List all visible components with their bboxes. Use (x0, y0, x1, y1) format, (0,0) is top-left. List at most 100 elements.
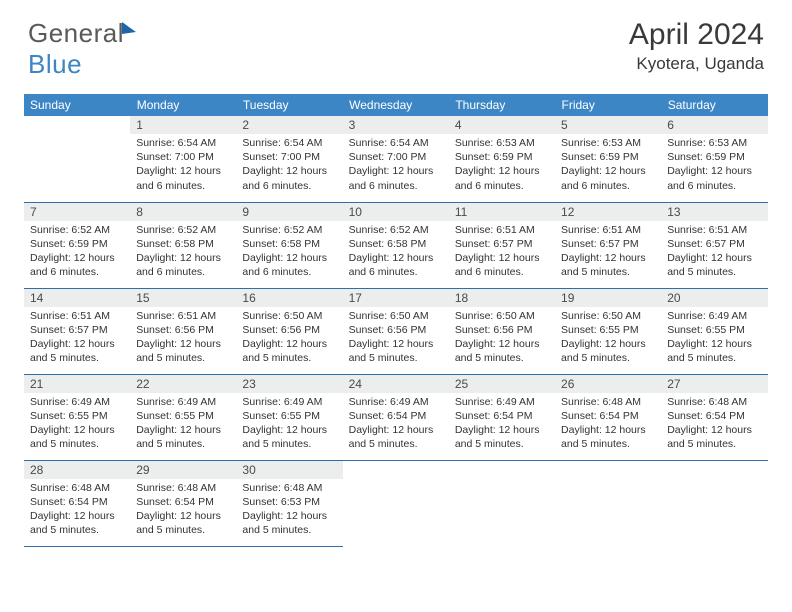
weekday-header: Tuesday (236, 94, 342, 116)
day-details: Sunrise: 6:52 AMSunset: 6:58 PMDaylight:… (130, 221, 236, 284)
daylight-text: Daylight: 12 hours and 5 minutes. (30, 423, 124, 451)
sunrise-text: Sunrise: 6:49 AM (242, 395, 336, 409)
calendar-cell: 19Sunrise: 6:50 AMSunset: 6:55 PMDayligh… (555, 288, 661, 374)
sunrise-text: Sunrise: 6:48 AM (136, 481, 230, 495)
day-number: 6 (661, 116, 767, 134)
calendar-cell: 21 Sunrise: 6:49 AMSunset: 6:55 PMDayligh… (24, 374, 130, 460)
day-number: 12 (555, 203, 661, 221)
day-details: Sunrise: 6:51 AMSunset: 6:56 PMDaylight:… (130, 307, 236, 370)
daylight-text: Daylight: 12 hours and 5 minutes. (349, 423, 443, 451)
weekday-header: Thursday (449, 94, 555, 116)
daylight-text: Daylight: 12 hours and 6 minutes. (667, 164, 761, 192)
calendar-cell: 18Sunrise: 6:50 AMSunset: 6:56 PMDayligh… (449, 288, 555, 374)
sunrise-text: Sunrise: 6:48 AM (667, 395, 761, 409)
sunset-text: Sunset: 7:00 PM (349, 150, 443, 164)
day-number: 5 (555, 116, 661, 134)
sunrise-text: Sunrise: 6:49 AM (30, 395, 124, 409)
day-number: 23 (236, 375, 342, 393)
daylight-text: Daylight: 12 hours and 6 minutes. (242, 164, 336, 192)
sunrise-text: Sunrise: 6:51 AM (561, 223, 655, 237)
sunset-text: Sunset: 6:56 PM (242, 323, 336, 337)
daylight-text: Daylight: 12 hours and 6 minutes. (242, 251, 336, 279)
weekday-header: Monday (130, 94, 236, 116)
day-number: 22 (130, 375, 236, 393)
sunset-text: Sunset: 6:55 PM (30, 409, 124, 423)
day-number: 18 (449, 289, 555, 307)
day-details: Sunrise: 6:50 AMSunset: 6:56 PMDaylight:… (236, 307, 342, 370)
sunset-text: Sunset: 6:56 PM (455, 323, 549, 337)
header: General Blue April 2024 Kyotera, Uganda (0, 0, 792, 88)
sunset-text: Sunset: 6:54 PM (349, 409, 443, 423)
day-details: Sunrise: 6:48 AMSunset: 6:54 PMDaylight:… (555, 393, 661, 456)
day-details: Sunrise: 6:48 AMSunset: 6:53 PMDaylight:… (236, 479, 342, 542)
calendar-cell: 25Sunrise: 6:49 AMSunset: 6:54 PMDayligh… (449, 374, 555, 460)
daylight-text: Daylight: 12 hours and 5 minutes. (349, 337, 443, 365)
calendar-cell: 23Sunrise: 6:49 AMSunset: 6:55 PMDayligh… (236, 374, 342, 460)
weekday-header-row: Sunday Monday Tuesday Wednesday Thursday… (24, 94, 768, 116)
sunrise-text: Sunrise: 6:50 AM (349, 309, 443, 323)
calendar-row: 14Sunrise: 6:51 AMSunset: 6:57 PMDayligh… (24, 288, 768, 374)
day-details: Sunrise: 6:53 AMSunset: 6:59 PMDaylight:… (555, 134, 661, 197)
day-details: Sunrise: 6:48 AMSunset: 6:54 PMDaylight:… (661, 393, 767, 456)
daylight-text: Daylight: 12 hours and 5 minutes. (242, 509, 336, 537)
day-number: 19 (555, 289, 661, 307)
calendar-cell (555, 460, 661, 546)
day-number: 17 (343, 289, 449, 307)
sunset-text: Sunset: 6:56 PM (349, 323, 443, 337)
location-label: Kyotera, Uganda (629, 54, 764, 74)
sunset-text: Sunset: 6:59 PM (561, 150, 655, 164)
daylight-text: Daylight: 12 hours and 6 minutes. (455, 164, 549, 192)
day-number: 25 (449, 375, 555, 393)
day-details: Sunrise: 6:51 AMSunset: 6:57 PMDaylight:… (661, 221, 767, 284)
day-number: 28 (24, 461, 130, 479)
sunset-text: Sunset: 6:59 PM (455, 150, 549, 164)
sunrise-text: Sunrise: 6:53 AM (561, 136, 655, 150)
sunset-text: Sunset: 7:00 PM (136, 150, 230, 164)
sunrise-text: Sunrise: 6:48 AM (242, 481, 336, 495)
day-details: Sunrise: 6:54 AMSunset: 7:00 PMDaylight:… (130, 134, 236, 197)
title-block: April 2024 Kyotera, Uganda (629, 18, 764, 74)
day-details: Sunrise: 6:48 AMSunset: 6:54 PMDaylight:… (24, 479, 130, 542)
calendar-cell: 8Sunrise: 6:52 AMSunset: 6:58 PMDaylight… (130, 202, 236, 288)
sunrise-text: Sunrise: 6:51 AM (136, 309, 230, 323)
day-number: 24 (343, 375, 449, 393)
day-number: 1 (130, 116, 236, 134)
day-number: 3 (343, 116, 449, 134)
daylight-text: Daylight: 12 hours and 5 minutes. (561, 423, 655, 451)
sunset-text: Sunset: 6:57 PM (561, 237, 655, 251)
daylight-text: Daylight: 12 hours and 6 minutes. (349, 164, 443, 192)
day-number: 20 (661, 289, 767, 307)
sunrise-text: Sunrise: 6:52 AM (136, 223, 230, 237)
calendar-cell: 4Sunrise: 6:53 AMSunset: 6:59 PMDaylight… (449, 116, 555, 202)
day-details: Sunrise: 6:48 AMSunset: 6:54 PMDaylight:… (130, 479, 236, 542)
sunset-text: Sunset: 6:59 PM (667, 150, 761, 164)
sunrise-text: Sunrise: 6:54 AM (242, 136, 336, 150)
sunrise-text: Sunrise: 6:49 AM (349, 395, 443, 409)
sunrise-text: Sunrise: 6:51 AM (667, 223, 761, 237)
day-number: 21 (24, 375, 130, 393)
calendar-row: 1Sunrise: 6:54 AMSunset: 7:00 PMDaylight… (24, 116, 768, 202)
daylight-text: Daylight: 12 hours and 6 minutes. (136, 251, 230, 279)
weekday-header: Sunday (24, 94, 130, 116)
day-details: Sunrise: 6:52 AMSunset: 6:58 PMDaylight:… (343, 221, 449, 284)
brand-part1: General (28, 18, 124, 48)
sunrise-text: Sunrise: 6:54 AM (349, 136, 443, 150)
calendar-body: 1Sunrise: 6:54 AMSunset: 7:00 PMDaylight… (24, 116, 768, 546)
day-details: Sunrise: 6:50 AMSunset: 6:55 PMDaylight:… (555, 307, 661, 370)
day-details: Sunrise: 6:49 AMSunset: 6:55 PMDaylight:… (236, 393, 342, 456)
daylight-text: Daylight: 12 hours and 5 minutes. (30, 337, 124, 365)
day-details: Sunrise: 6:50 AMSunset: 6:56 PMDaylight:… (449, 307, 555, 370)
day-details: Sunrise: 6:49 AMSunset: 6:54 PMDaylight:… (449, 393, 555, 456)
daylight-text: Daylight: 12 hours and 5 minutes. (242, 423, 336, 451)
daylight-text: Daylight: 12 hours and 6 minutes. (455, 251, 549, 279)
daylight-text: Daylight: 12 hours and 5 minutes. (136, 337, 230, 365)
daylight-text: Daylight: 12 hours and 5 minutes. (561, 337, 655, 365)
day-number: 29 (130, 461, 236, 479)
daylight-text: Daylight: 12 hours and 5 minutes. (667, 337, 761, 365)
sunset-text: Sunset: 6:55 PM (561, 323, 655, 337)
calendar-cell: 24 Sunrise: 6:49 AMSunset: 6:54 PMDayligh… (343, 374, 449, 460)
calendar-cell: 17Sunrise: 6:50 AMSunset: 6:56 PMDayligh… (343, 288, 449, 374)
day-details: Sunrise: 6:50 AMSunset: 6:56 PMDaylight:… (343, 307, 449, 370)
day-number: 26 (555, 375, 661, 393)
day-number: 15 (130, 289, 236, 307)
